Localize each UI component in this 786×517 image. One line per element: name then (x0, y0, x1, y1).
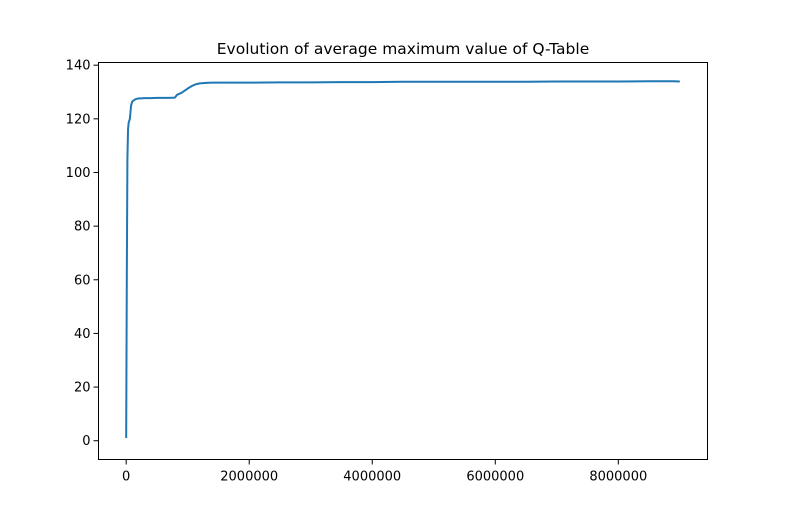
series-layer (125, 80, 680, 439)
chart-title: Evolution of average maximum value of Q-… (217, 40, 589, 58)
y-tick-label: 60 (74, 273, 91, 288)
axes-frame (98, 62, 708, 460)
x-axis-ticks: 0 2000000 4000000 6000000 8000000 (122, 459, 647, 485)
y-tick-label: 100 (66, 166, 91, 181)
series-line (125, 80, 680, 439)
y-tick-label: 140 (66, 59, 91, 74)
x-tick-label: 4000000 (343, 470, 401, 485)
y-axis-ticks: 0 20 40 60 80 100 120 140 (66, 59, 99, 449)
x-tick-label: 6000000 (466, 470, 524, 485)
x-tick-label: 0 (122, 470, 130, 485)
y-tick-label: 20 (74, 381, 91, 396)
x-tick-label: 8000000 (589, 470, 647, 485)
y-tick-label: 40 (74, 327, 91, 342)
y-tick-label: 120 (66, 112, 91, 127)
y-tick-label: 80 (74, 220, 91, 235)
y-tick-label: 0 (82, 434, 90, 449)
x-tick-label: 2000000 (220, 470, 278, 485)
